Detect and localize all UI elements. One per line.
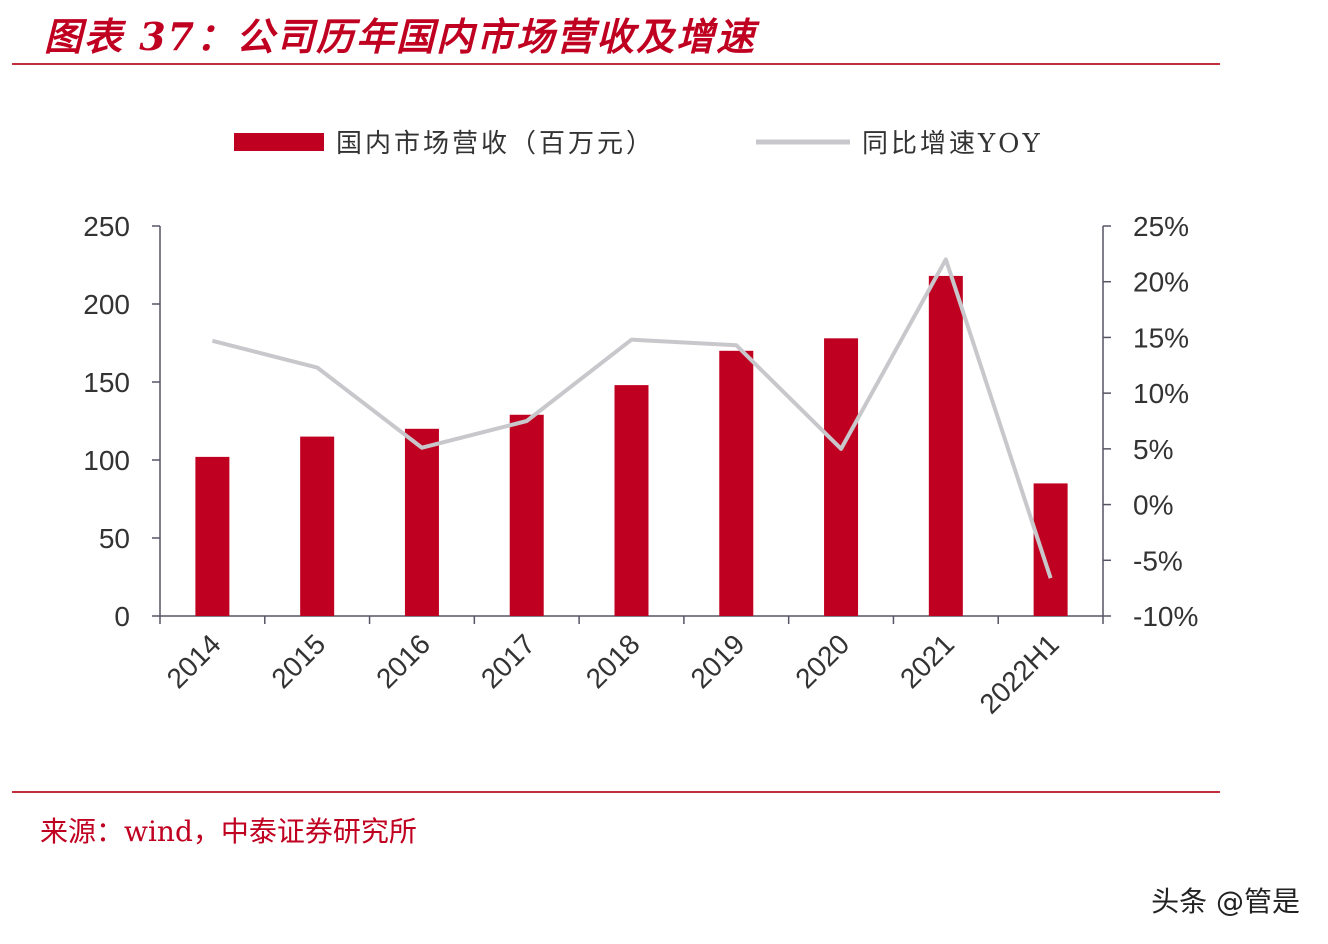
right-tick-label: -5%: [1133, 545, 1183, 576]
watermark: 头条 @管是: [1151, 885, 1300, 918]
left-tick-label: 200: [83, 289, 130, 320]
x-tick-label: 2018: [580, 628, 646, 694]
x-tick-label: 2020: [789, 628, 855, 694]
left-tick-label: 50: [99, 523, 130, 554]
legend-line-label: 同比增速YOY: [862, 129, 1043, 159]
x-tick-label: 2022H1: [974, 628, 1065, 719]
x-tick-label: 2014: [161, 628, 227, 694]
left-tick-label: 100: [83, 445, 130, 476]
x-tick-label: 2017: [475, 628, 541, 694]
right-tick-label: 20%: [1133, 267, 1189, 298]
title-divider: [12, 63, 1220, 65]
bar-2017: [509, 414, 544, 616]
x-tick-label: 2021: [894, 628, 960, 694]
bar-2015: [300, 436, 335, 616]
left-tick-label: 250: [83, 211, 130, 242]
chart-title: 图表 37：公司历年国内市场营收及增速: [44, 14, 757, 59]
right-tick-label: 5%: [1133, 434, 1173, 465]
right-tick-label: 10%: [1133, 378, 1189, 409]
x-tick-label: 2016: [370, 628, 436, 694]
bar-2021: [928, 275, 963, 616]
bar-2019: [719, 350, 754, 616]
left-tick-label: 150: [83, 367, 130, 398]
right-tick-label: 25%: [1133, 211, 1189, 242]
source-note: 来源：wind，中泰证券研究所: [40, 815, 417, 848]
bar-2020: [824, 338, 859, 616]
right-tick-label: 0%: [1133, 490, 1173, 521]
right-tick-label: -10%: [1133, 601, 1198, 632]
bar-2016: [404, 428, 439, 616]
x-tick-label: 2019: [685, 628, 751, 694]
x-tick-label: 2015: [265, 628, 331, 694]
bar-2014: [195, 456, 230, 616]
left-tick-label: 0: [114, 601, 130, 632]
bar-2018: [614, 385, 649, 616]
legend-bar-swatch: [234, 133, 324, 151]
bar-2022H1: [1033, 483, 1068, 616]
legend-bar-label: 国内市场营收（百万元）: [336, 129, 655, 159]
source-divider: [12, 791, 1220, 793]
right-tick-label: 15%: [1133, 322, 1189, 353]
